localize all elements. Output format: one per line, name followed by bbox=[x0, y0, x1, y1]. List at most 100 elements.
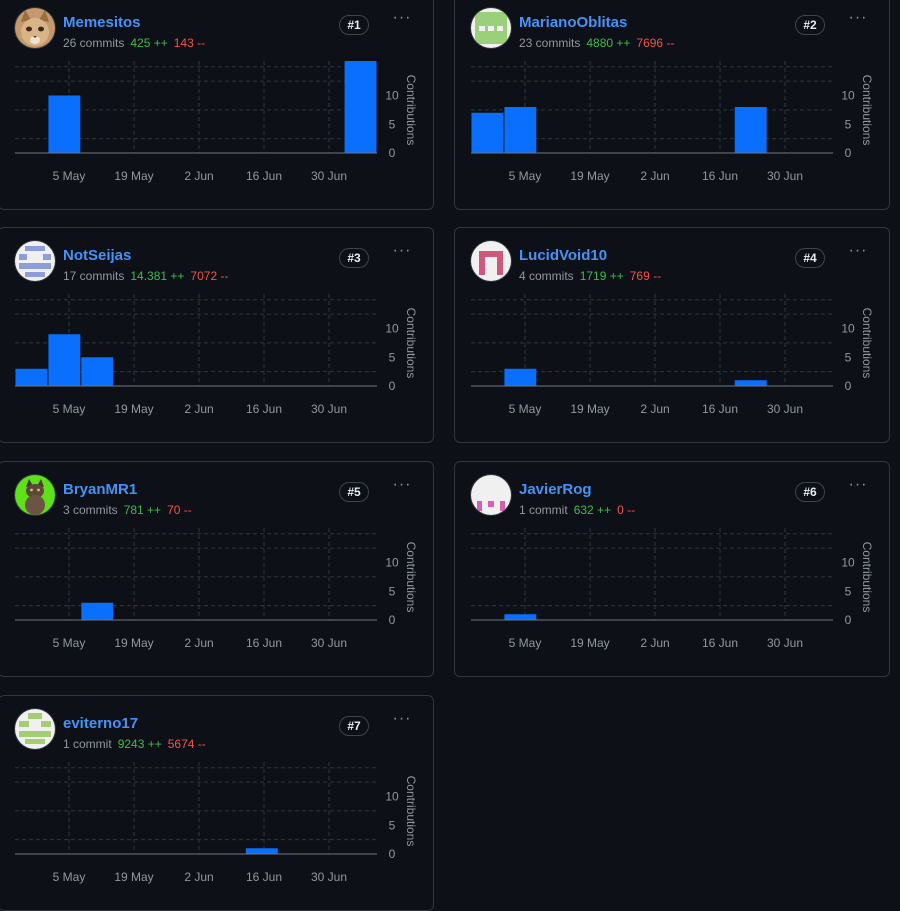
commit-count[interactable]: 1 commit bbox=[63, 737, 112, 751]
contributor-username[interactable]: BryanMR1 bbox=[63, 481, 138, 498]
y-tick-label: 10 bbox=[841, 322, 855, 336]
identicon-lime-avatar bbox=[15, 709, 55, 749]
y-tick-label: 5 bbox=[845, 584, 852, 598]
more-options-icon[interactable]: ··· bbox=[392, 710, 412, 727]
avatar[interactable] bbox=[471, 8, 511, 48]
contributor-stats: 3 commits 781 ++ 70 -- bbox=[63, 503, 192, 517]
x-tick-label: 19 May bbox=[114, 169, 153, 183]
contributor-username[interactable]: MarianoOblitas bbox=[519, 14, 628, 31]
x-tick-label: 2 Jun bbox=[184, 870, 213, 884]
more-options-icon[interactable]: ··· bbox=[848, 476, 868, 493]
x-tick-label: 5 May bbox=[509, 402, 542, 416]
avatar[interactable] bbox=[471, 241, 511, 281]
y-tick-label: 5 bbox=[389, 117, 396, 131]
contributor-card: eviterno17 1 commit 9243 ++ 5674 -- #7 ···… bbox=[0, 695, 434, 911]
avatar[interactable] bbox=[471, 475, 511, 515]
contributor-username[interactable]: JavierRog bbox=[519, 481, 592, 498]
x-tick-label: 30 Jun bbox=[311, 402, 347, 416]
x-tick-label: 30 Jun bbox=[311, 870, 347, 884]
y-tick-label: 0 bbox=[389, 847, 396, 861]
commit-count[interactable]: 26 commits bbox=[63, 36, 125, 50]
commit-count[interactable]: 1 commit bbox=[519, 503, 568, 517]
more-options-icon[interactable]: ··· bbox=[392, 242, 412, 259]
x-tick-label: 30 Jun bbox=[767, 169, 803, 183]
additions-count: 9243 ++ bbox=[117, 737, 162, 751]
x-tick-label: 5 May bbox=[53, 402, 86, 416]
contribution-bar[interactable] bbox=[504, 368, 537, 386]
commit-count[interactable]: 4 commits bbox=[519, 269, 574, 283]
x-tick-label: 19 May bbox=[570, 636, 609, 650]
contributor-username[interactable]: Memesitos bbox=[63, 14, 141, 31]
contributor-stats: 4 commits 1719 ++ 769 -- bbox=[519, 269, 661, 283]
contributor-stats: 17 commits 14.381 ++ 7072 -- bbox=[63, 269, 228, 283]
more-options-icon[interactable]: ··· bbox=[848, 242, 868, 259]
rank-badge: #1 bbox=[339, 15, 369, 35]
x-tick-label: 16 Jun bbox=[246, 402, 282, 416]
y-axis-label: Contributions bbox=[860, 542, 874, 613]
contributor-username[interactable]: LucidVoid10 bbox=[519, 247, 608, 264]
more-options-icon[interactable]: ··· bbox=[848, 9, 868, 26]
contribution-bar[interactable] bbox=[81, 357, 114, 386]
x-tick-label: 16 Jun bbox=[702, 636, 738, 650]
contribution-bar[interactable] bbox=[471, 112, 504, 153]
contribution-bar[interactable] bbox=[344, 61, 377, 153]
y-tick-label: 5 bbox=[845, 117, 852, 131]
x-tick-label: 30 Jun bbox=[311, 636, 347, 650]
contributor-username[interactable]: NotSeijas bbox=[63, 247, 132, 264]
contributor-username[interactable]: eviterno17 bbox=[63, 715, 139, 732]
x-tick-label: 5 May bbox=[53, 169, 86, 183]
y-axis-label: Contributions bbox=[404, 308, 418, 379]
y-tick-label: 5 bbox=[389, 584, 396, 598]
deletions-count: 5674 -- bbox=[167, 737, 206, 751]
contribution-bar[interactable] bbox=[15, 368, 48, 386]
contribution-bar[interactable] bbox=[734, 107, 767, 153]
y-tick-label: 10 bbox=[841, 89, 855, 103]
y-tick-label: 5 bbox=[845, 350, 852, 364]
contributions-chart: 5 May 19 May 2 Jun 16 Jun 30 Jun 0 5 10 Contribu… bbox=[15, 762, 418, 884]
commit-count[interactable]: 23 commits bbox=[519, 36, 581, 50]
deletions-count: 70 -- bbox=[167, 503, 192, 517]
x-tick-label: 19 May bbox=[114, 402, 153, 416]
deletions-count: 7072 -- bbox=[190, 269, 229, 283]
deletions-count: 0 -- bbox=[617, 503, 636, 517]
more-options-icon[interactable]: ··· bbox=[392, 476, 412, 493]
contributor-stats: 26 commits 425 ++ 143 -- bbox=[63, 36, 205, 50]
y-tick-label: 5 bbox=[389, 818, 396, 832]
commit-count[interactable]: 17 commits bbox=[63, 269, 125, 283]
avatar[interactable] bbox=[15, 8, 55, 48]
x-tick-label: 16 Jun bbox=[246, 169, 282, 183]
contributor-card: BryanMR1 3 commits 781 ++ 70 -- #5 ··· 5 M… bbox=[0, 461, 434, 677]
y-tick-label: 0 bbox=[845, 613, 852, 627]
x-tick-label: 2 Jun bbox=[184, 169, 213, 183]
cat-photo-avatar bbox=[15, 8, 55, 48]
contribution-bar[interactable] bbox=[48, 334, 81, 386]
y-axis-label: Contributions bbox=[404, 542, 418, 613]
more-options-icon[interactable]: ··· bbox=[392, 9, 412, 26]
contribution-bar[interactable] bbox=[504, 614, 537, 620]
contribution-bar[interactable] bbox=[245, 848, 278, 854]
contributor-stats: 23 commits 4880 ++ 7696 -- bbox=[519, 36, 674, 50]
y-axis-label: Contributions bbox=[404, 776, 418, 847]
x-tick-label: 16 Jun bbox=[702, 402, 738, 416]
contribution-bar[interactable] bbox=[48, 95, 81, 154]
x-tick-label: 16 Jun bbox=[702, 169, 738, 183]
y-tick-label: 10 bbox=[385, 790, 399, 804]
additions-count: 632 ++ bbox=[573, 503, 612, 517]
rank-badge: #6 bbox=[795, 482, 825, 502]
avatar[interactable] bbox=[15, 475, 55, 515]
contributions-chart: 5 May 19 May 2 Jun 16 Jun 30 Jun 0 5 10 Contribu… bbox=[15, 61, 418, 183]
y-tick-label: 0 bbox=[389, 146, 396, 160]
contributor-stats: 1 commit 632 ++ 0 -- bbox=[519, 503, 635, 517]
contributions-chart: 5 May 19 May 2 Jun 16 Jun 30 Jun 0 5 10 Contribu… bbox=[471, 61, 874, 183]
contribution-bar[interactable] bbox=[504, 107, 537, 153]
x-tick-label: 16 Jun bbox=[246, 870, 282, 884]
contribution-bar[interactable] bbox=[734, 380, 767, 386]
contributor-card: Memesitos 26 commits 425 ++ 143 -- #1 ··· … bbox=[0, 0, 434, 210]
y-tick-label: 5 bbox=[389, 350, 396, 364]
commit-count[interactable]: 3 commits bbox=[63, 503, 118, 517]
contribution-bar[interactable] bbox=[81, 602, 114, 620]
x-tick-label: 19 May bbox=[114, 636, 153, 650]
avatar[interactable] bbox=[15, 709, 55, 749]
contributions-chart: 5 May 19 May 2 Jun 16 Jun 30 Jun 0 5 10 Contribu… bbox=[15, 294, 418, 416]
avatar[interactable] bbox=[15, 241, 55, 281]
